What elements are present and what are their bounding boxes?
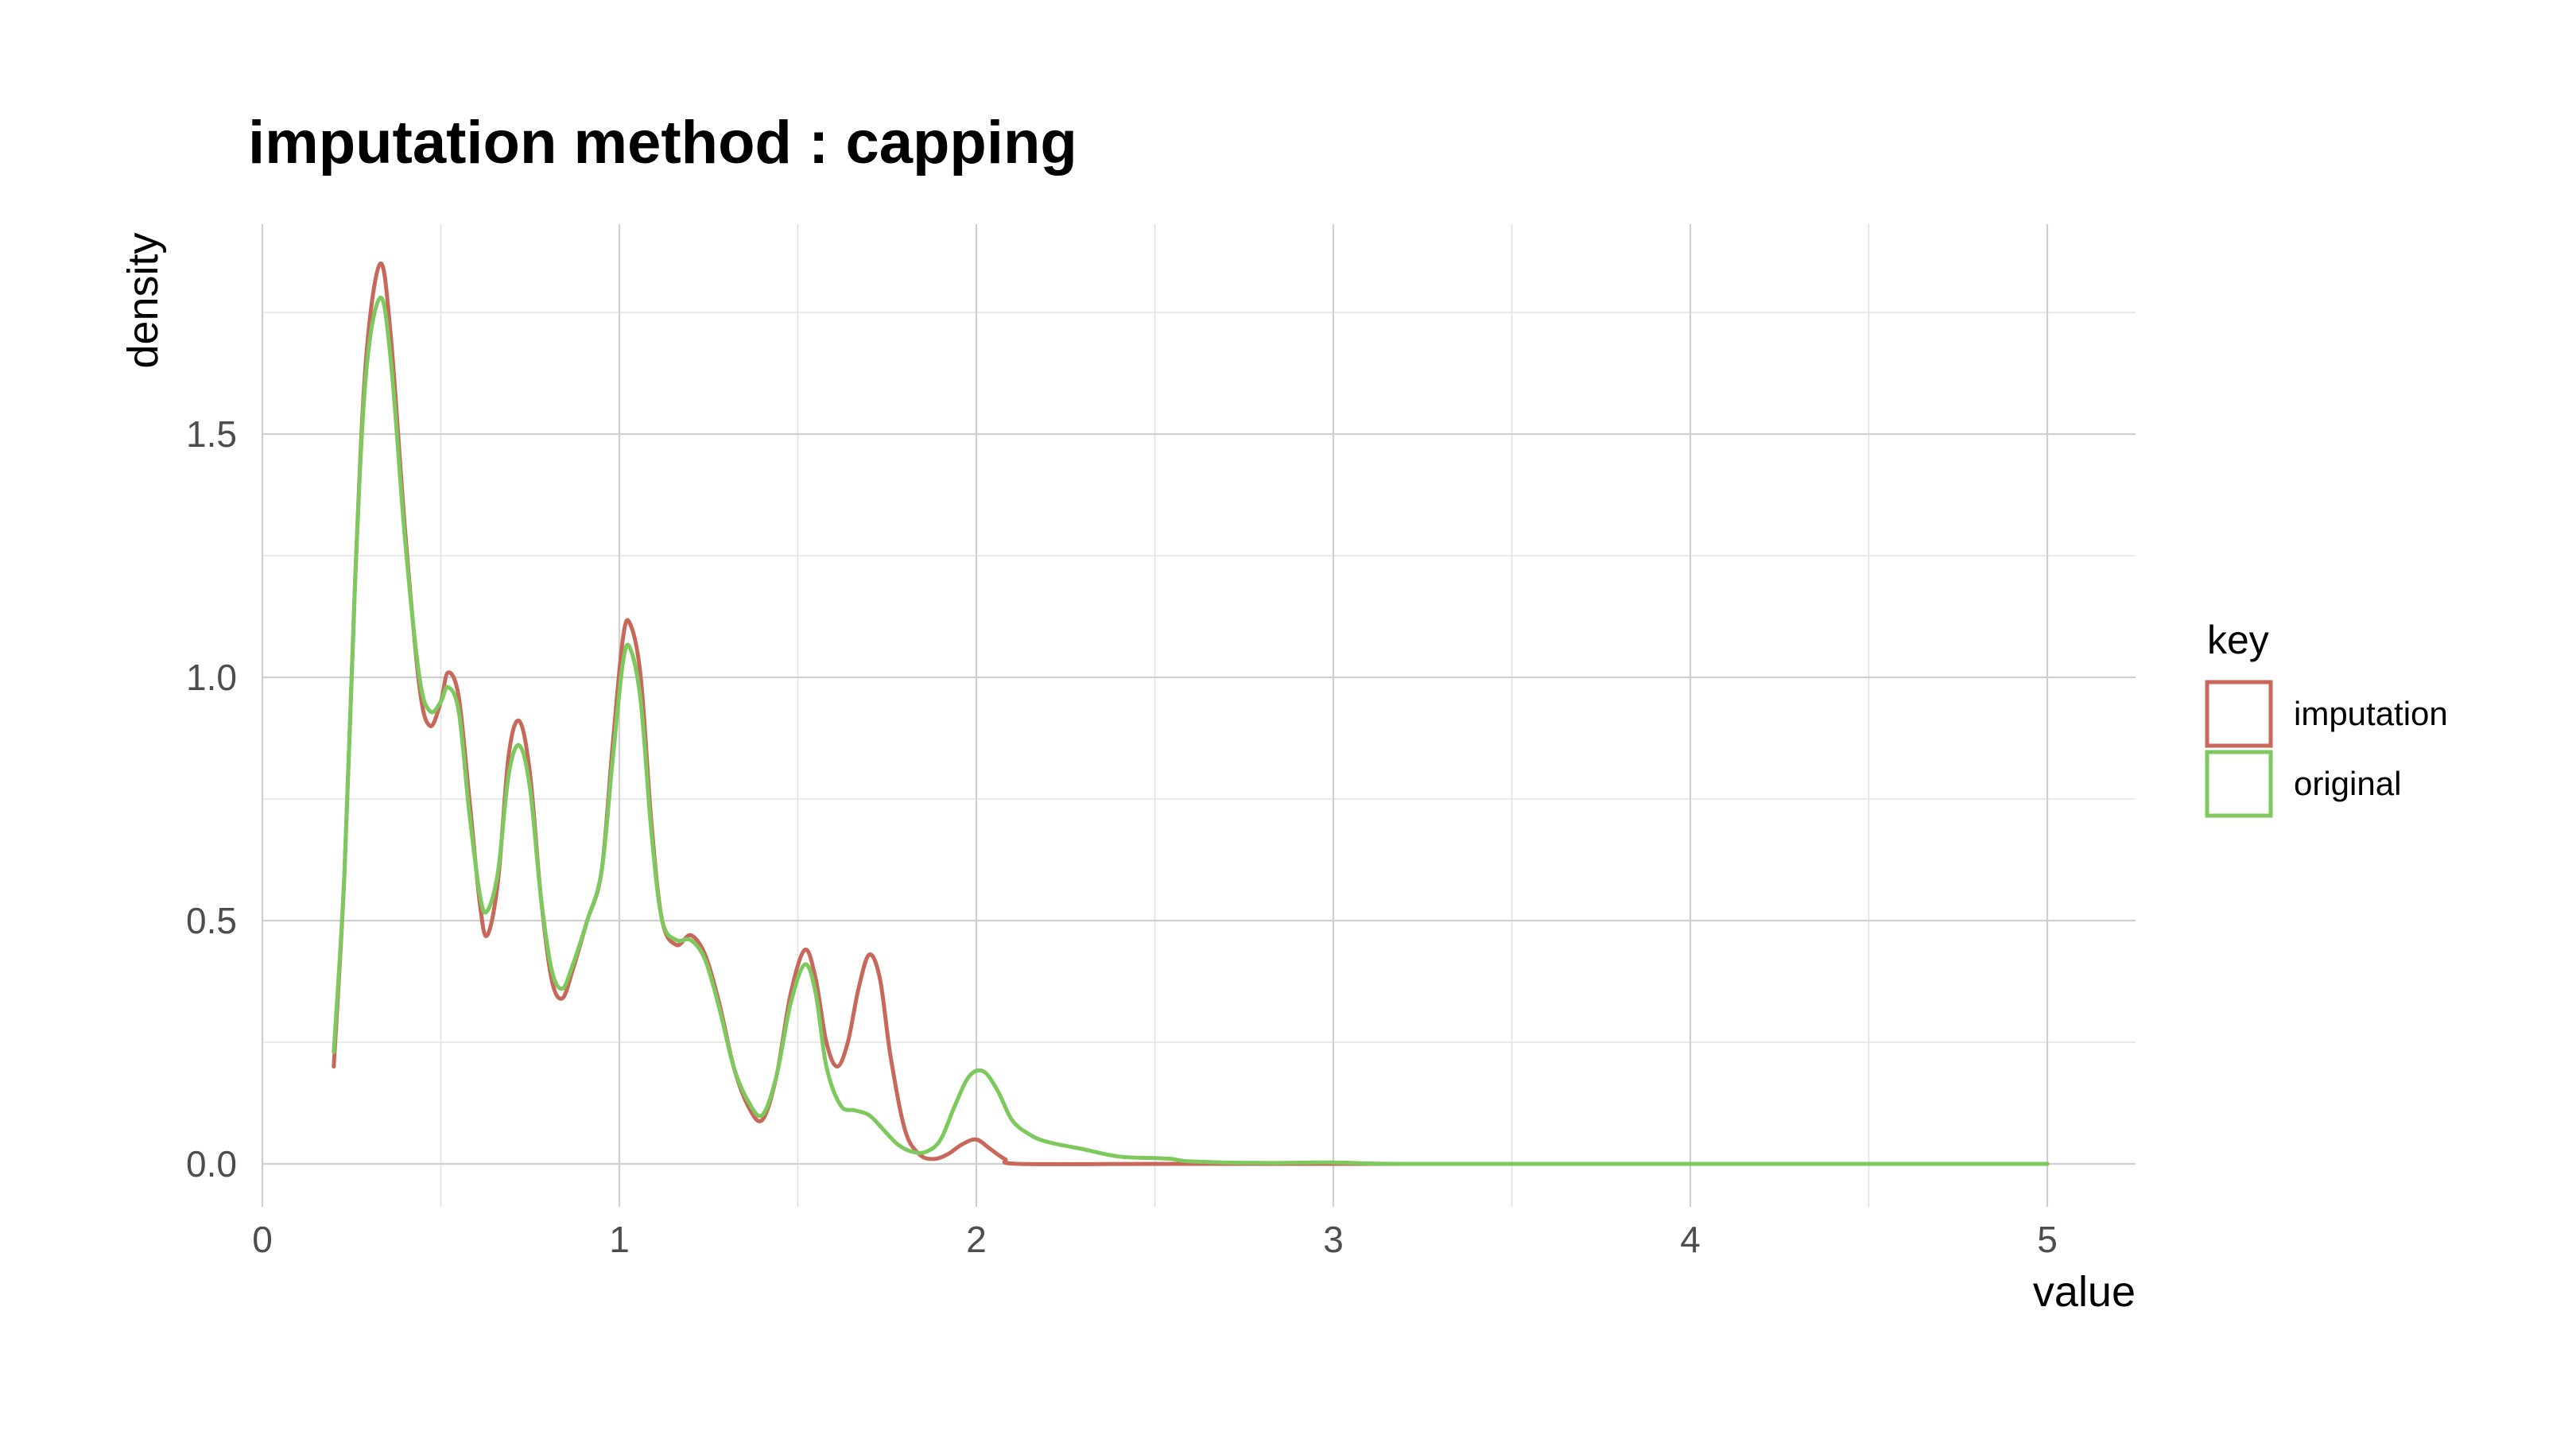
x-tick-label: 3: [1323, 1219, 1344, 1260]
x-tick-label: 4: [1680, 1219, 1701, 1260]
x-tick-label: 0: [252, 1219, 273, 1260]
x-tick-label: 2: [966, 1219, 987, 1260]
legend-label-imputation: imputation: [2294, 695, 2448, 732]
x-tick-label: 5: [2037, 1219, 2058, 1260]
y-tick-label: 0.5: [186, 900, 237, 941]
x-tick-label: 1: [609, 1219, 630, 1260]
y-tick-label: 0.0: [186, 1143, 237, 1185]
y-axis-label: density: [119, 232, 167, 368]
legend-key-imputation: [2205, 680, 2273, 748]
legend-items: imputation original: [2205, 680, 2448, 818]
y-axis-ticks: 0.0 0.5 1.0 1.5: [186, 413, 237, 1185]
series-line-imputation: [332, 262, 2050, 1166]
series-lines: [332, 262, 2050, 1166]
x-axis-label: value: [2033, 1268, 2136, 1316]
legend-label-original: original: [2294, 765, 2401, 802]
x-axis-ticks: 0 1 2 3 4 5: [252, 1219, 2058, 1260]
y-tick-label: 1.5: [186, 413, 237, 455]
chart-title: imputation method : capping: [248, 109, 1077, 176]
grid: [261, 224, 2136, 1207]
legend-key-original: [2205, 750, 2273, 818]
series-line-original: [332, 296, 2050, 1166]
y-tick-label: 1.0: [186, 657, 237, 698]
legend-title: key: [2207, 618, 2269, 662]
legend: key imputation original: [2205, 618, 2448, 818]
